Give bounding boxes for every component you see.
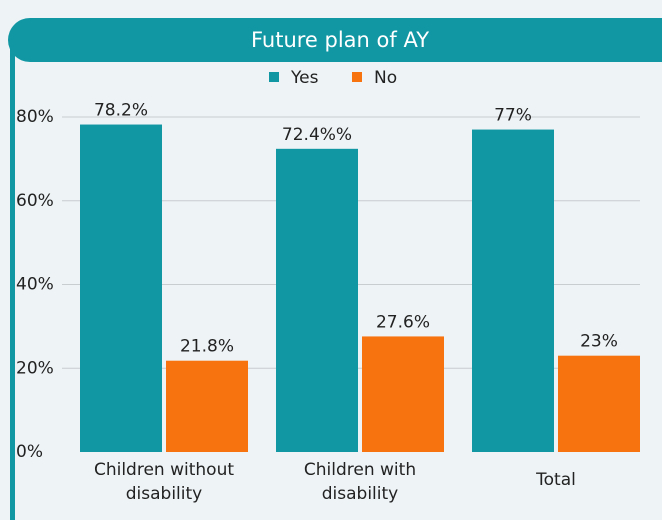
y-tick-label: 40% <box>16 275 54 295</box>
bar <box>472 130 554 452</box>
data-label: 27.6% <box>376 312 430 332</box>
y-tick-label: 0% <box>16 442 43 462</box>
data-label: 77% <box>494 106 532 126</box>
y-tick-label: 20% <box>16 358 54 378</box>
chart: Future plan of AY 0% 20% 40% 60% 80% Yes No 78.… <box>0 0 662 520</box>
bar <box>558 356 640 452</box>
data-label: 78.2% <box>94 101 148 121</box>
legend-swatch <box>269 72 279 82</box>
data-label: 72.4%% <box>282 125 352 145</box>
x-tick-label: Total <box>461 468 651 492</box>
page: Future plan of AY 0% 20% 40% 60% 80% Yes No 78.… <box>0 0 662 520</box>
y-tick-label: 80% <box>16 107 54 127</box>
legend-label: Yes <box>290 68 319 88</box>
legend-swatch <box>352 72 362 82</box>
x-tick-label: Children without disability <box>89 458 239 506</box>
y-tick-label: 60% <box>16 191 54 211</box>
bar <box>80 125 162 452</box>
bar <box>276 149 358 452</box>
legend-label: No <box>374 68 397 88</box>
bar <box>362 336 444 452</box>
x-tick-label: Children with disability <box>285 458 435 506</box>
data-label: 21.8% <box>180 337 234 357</box>
chart-title: Future plan of AY <box>251 28 429 52</box>
bar <box>166 361 248 452</box>
left-border <box>10 40 15 520</box>
data-label: 23% <box>580 332 618 352</box>
